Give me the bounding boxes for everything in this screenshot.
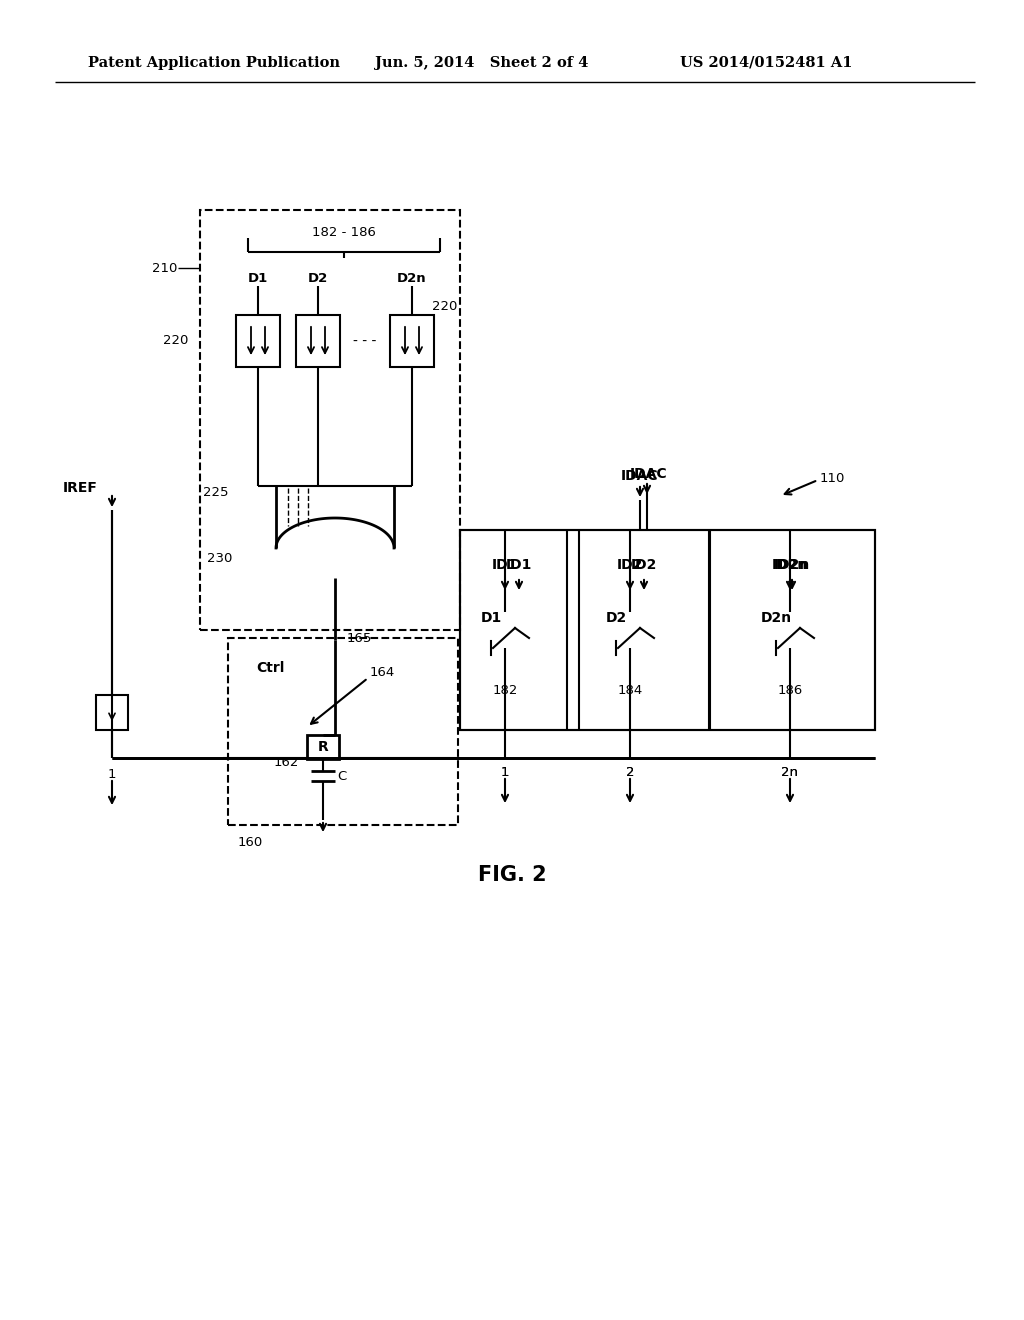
Text: 2: 2 bbox=[626, 766, 634, 779]
Bar bbox=[307, 735, 339, 759]
Text: IDAC: IDAC bbox=[630, 467, 668, 480]
Text: 225: 225 bbox=[203, 486, 228, 499]
Text: 182: 182 bbox=[493, 684, 518, 697]
Text: Ctrl: Ctrl bbox=[256, 661, 285, 675]
Text: 2n: 2n bbox=[781, 766, 799, 779]
Text: Jun. 5, 2014   Sheet 2 of 4: Jun. 5, 2014 Sheet 2 of 4 bbox=[375, 55, 589, 70]
Text: ID2: ID2 bbox=[631, 558, 657, 572]
Bar bbox=[96, 696, 128, 730]
Bar bbox=[236, 315, 280, 367]
Text: R: R bbox=[317, 741, 329, 754]
Text: 162: 162 bbox=[273, 756, 299, 770]
Text: ID2n: ID2n bbox=[772, 558, 808, 572]
Text: 1: 1 bbox=[501, 766, 509, 779]
Text: 2n: 2n bbox=[781, 766, 799, 779]
Text: 164: 164 bbox=[370, 667, 395, 680]
Bar bbox=[296, 315, 340, 367]
Text: D2n: D2n bbox=[761, 611, 792, 624]
Text: FIG. 2: FIG. 2 bbox=[477, 865, 547, 884]
Text: 2: 2 bbox=[626, 766, 634, 779]
Bar bbox=[460, 531, 874, 730]
Text: IDAC: IDAC bbox=[622, 469, 658, 483]
Bar bbox=[390, 315, 434, 367]
Text: 160: 160 bbox=[238, 837, 263, 850]
Text: US 2014/0152481 A1: US 2014/0152481 A1 bbox=[680, 55, 853, 70]
Text: D1: D1 bbox=[248, 272, 268, 285]
Text: 220: 220 bbox=[432, 301, 458, 314]
Text: D2: D2 bbox=[605, 611, 627, 624]
Text: D1: D1 bbox=[480, 611, 502, 624]
Text: 165: 165 bbox=[347, 631, 373, 644]
Text: ID2n: ID2n bbox=[774, 558, 810, 572]
Text: - - -: - - - bbox=[353, 334, 377, 348]
Bar bbox=[460, 531, 874, 730]
Text: 184: 184 bbox=[617, 684, 643, 697]
Text: Patent Application Publication: Patent Application Publication bbox=[88, 55, 340, 70]
Text: 220: 220 bbox=[163, 334, 188, 347]
Text: C: C bbox=[337, 770, 346, 783]
Text: ID1: ID1 bbox=[492, 558, 518, 572]
Text: ID2: ID2 bbox=[616, 558, 643, 572]
Text: ID1: ID1 bbox=[506, 558, 532, 572]
Text: 110: 110 bbox=[820, 471, 846, 484]
Text: 1: 1 bbox=[501, 766, 509, 779]
Text: 210: 210 bbox=[152, 261, 177, 275]
Text: D2: D2 bbox=[308, 272, 328, 285]
Bar bbox=[200, 210, 460, 630]
Text: 1: 1 bbox=[108, 767, 117, 780]
Text: 230: 230 bbox=[207, 552, 232, 565]
Text: 182 - 186: 182 - 186 bbox=[312, 226, 376, 239]
Text: 186: 186 bbox=[777, 684, 803, 697]
Bar bbox=[228, 638, 458, 825]
Text: D2n: D2n bbox=[397, 272, 427, 285]
Text: IREF: IREF bbox=[63, 480, 98, 495]
